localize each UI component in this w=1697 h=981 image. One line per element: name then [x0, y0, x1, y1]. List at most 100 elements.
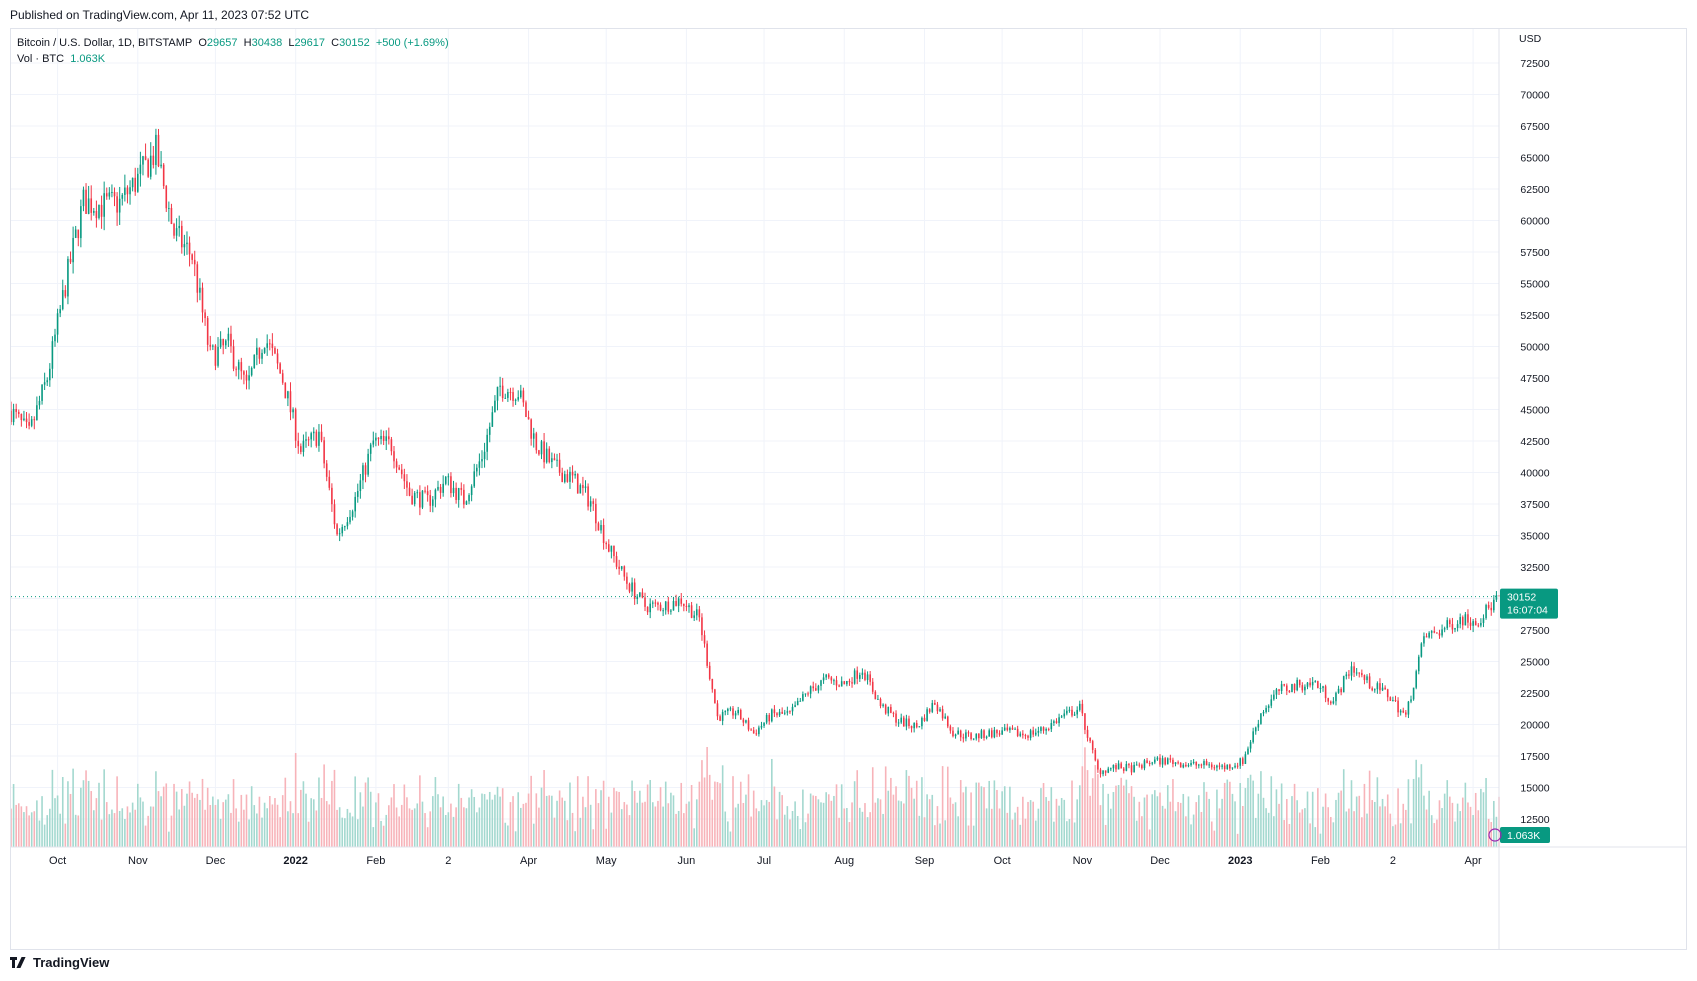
volume-bar — [222, 802, 225, 847]
volume-bar — [455, 807, 457, 847]
volume-bar — [465, 808, 468, 847]
tradingview-brand[interactable]: TradingView — [10, 955, 109, 970]
candle-body — [51, 341, 54, 369]
volume-bar — [80, 787, 82, 847]
volume-bar — [1231, 793, 1234, 847]
volume-bar — [1011, 819, 1014, 847]
symbol-label[interactable]: Bitcoin / U.S. Dollar, 1D, BITSTAMP — [17, 37, 193, 49]
candle-body — [1073, 714, 1076, 716]
volume-bar — [320, 797, 323, 847]
volume-bar — [1042, 783, 1045, 847]
volume-bar — [1451, 802, 1454, 847]
candle-body — [763, 722, 765, 726]
candle-body — [333, 504, 336, 525]
volume-bar — [1366, 813, 1368, 847]
y-tick-label: 67500 — [1520, 121, 1549, 133]
volume-bar — [253, 805, 256, 847]
candle-body — [1327, 698, 1330, 702]
volume-bar — [786, 806, 789, 847]
candle-body — [791, 706, 794, 712]
volume-bar — [1172, 779, 1174, 847]
volume-bar — [400, 804, 403, 847]
volume-bar — [237, 821, 240, 847]
volume-bar — [514, 831, 517, 847]
volume-bar — [1104, 824, 1107, 847]
volume-bar — [411, 809, 413, 847]
volume-bar — [380, 820, 382, 847]
volume-bar — [1073, 822, 1076, 847]
volume-bar — [670, 792, 672, 847]
candle-body — [1177, 762, 1179, 764]
volume-bar — [111, 809, 113, 847]
candle-body — [949, 726, 952, 731]
volume-bar — [1110, 808, 1112, 847]
candle-body — [535, 433, 538, 451]
volume-bar — [1198, 795, 1200, 847]
candle-body — [419, 492, 421, 508]
volume-bar — [393, 784, 395, 847]
volume-bar — [990, 808, 993, 847]
candle-body — [1443, 628, 1446, 630]
volume-bar — [157, 791, 160, 847]
candle-body — [351, 511, 354, 517]
candle-body — [711, 678, 714, 690]
candle-body — [993, 729, 996, 738]
volume-bar — [799, 829, 802, 847]
volume-bar — [98, 782, 100, 847]
candle-body — [1169, 758, 1172, 760]
volume-bar — [323, 764, 325, 847]
candle-body — [579, 485, 582, 494]
volume-bar — [967, 825, 970, 847]
volume-bar — [1190, 824, 1192, 847]
volume-bar — [1125, 779, 1128, 847]
volume-bar — [1148, 829, 1151, 847]
candle-body — [323, 440, 325, 464]
x-tick-label: Dec — [206, 855, 226, 867]
candle-body — [972, 738, 975, 740]
candle-body — [827, 674, 830, 678]
volume-bar — [390, 797, 393, 847]
x-tick-label: 2 — [445, 855, 451, 867]
candle-body — [488, 426, 491, 435]
volume-bar — [1252, 780, 1254, 847]
volume-bar — [1060, 798, 1063, 847]
candle-body — [336, 524, 338, 535]
candle-body — [1239, 758, 1242, 766]
volume-bar — [256, 813, 258, 847]
candle-body — [584, 486, 587, 489]
candle-body — [1148, 762, 1151, 764]
candle-body — [1461, 617, 1464, 626]
volume-label[interactable]: Vol · BTC — [17, 53, 65, 65]
volume-bar — [1399, 823, 1402, 847]
volume-bar — [1474, 792, 1477, 847]
volume-bar — [615, 791, 618, 847]
candle-body — [729, 708, 732, 710]
candle-body — [737, 709, 739, 714]
volume-bar — [1379, 806, 1381, 847]
candle-body — [232, 346, 235, 369]
candle-body — [1405, 712, 1407, 715]
volume-bar — [504, 822, 507, 847]
volume-bar — [817, 799, 820, 847]
volume-bar — [1146, 794, 1148, 847]
volume-bar — [30, 812, 33, 847]
volume-bar — [1280, 783, 1283, 847]
candle-body — [212, 345, 214, 347]
price-chart[interactable]: 1250015000175002000022500250002750030000… — [11, 29, 1686, 949]
volume-bar — [776, 819, 778, 847]
volume-bar — [113, 813, 116, 847]
volume-bar — [1353, 811, 1355, 847]
candle-body — [1047, 729, 1050, 731]
volume-bar — [287, 811, 289, 847]
chart-area[interactable]: 1250015000175002000022500250002750030000… — [10, 28, 1687, 950]
candle-body — [595, 503, 597, 524]
candle-body — [988, 730, 990, 737]
candle-body — [1306, 682, 1309, 687]
candle-body — [734, 713, 737, 716]
candle-body — [1218, 765, 1221, 767]
volume-bar — [51, 769, 54, 847]
volume-bar — [1045, 797, 1047, 847]
candle-body — [1485, 605, 1487, 619]
candle-body — [1216, 765, 1218, 768]
volume-bar — [672, 795, 675, 847]
